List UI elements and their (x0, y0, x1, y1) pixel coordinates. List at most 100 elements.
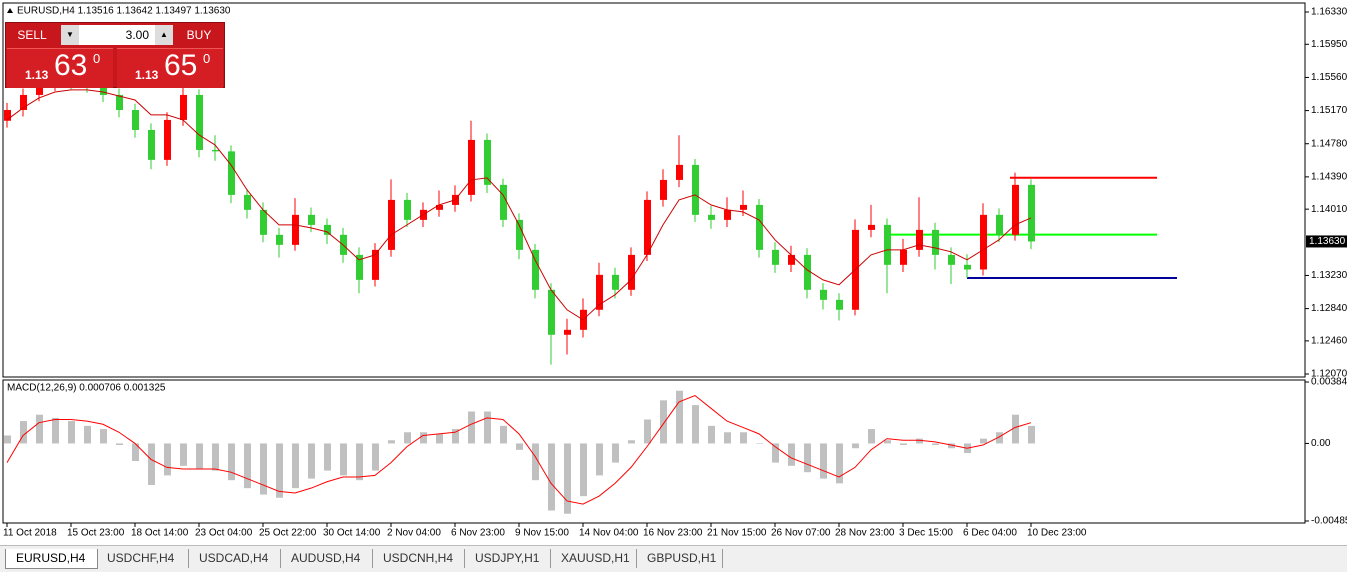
candle-body (148, 129, 155, 160)
decrease-button[interactable]: ▼ (61, 25, 79, 45)
macd-bar (676, 390, 683, 444)
candle-body (116, 94, 123, 110)
macd-bar (132, 443, 139, 462)
macd-bar (740, 432, 747, 444)
macd-bar (260, 443, 267, 495)
macd-bar (708, 425, 715, 444)
macd-bar (100, 429, 107, 444)
sell-button[interactable]: SELL (17, 28, 47, 42)
ask-price[interactable]: 1.13 65 0 (117, 48, 223, 88)
x-tick-label: 18 Oct 14:00 (131, 528, 189, 539)
x-tick-label: 11 Oct 2018 (3, 528, 57, 539)
macd-bar (948, 443, 955, 449)
candle-body (612, 274, 619, 290)
macd-bar (596, 443, 603, 476)
macd-bar (452, 429, 459, 444)
bid-price[interactable]: 1.13 63 0 (7, 48, 113, 88)
macd-bar (4, 435, 11, 444)
candle-body (804, 254, 811, 290)
candle-body (964, 264, 971, 270)
y-tick-label: 1.12840 (1311, 303, 1347, 314)
candle-body (660, 179, 667, 200)
candle-body (548, 289, 555, 335)
symbol-tab[interactable]: USDCNH,H4 (373, 549, 465, 568)
macd-bar (772, 443, 779, 463)
candle-body (788, 254, 795, 265)
increase-button[interactable]: ▲ (155, 25, 173, 45)
candle-body (132, 109, 139, 130)
symbol-tab[interactable]: EURUSD,H4 (5, 549, 98, 569)
macd-bar (612, 443, 619, 463)
macd-bar (372, 443, 379, 471)
x-tick-label: 6 Dec 04:00 (963, 528, 1017, 539)
macd-bar (68, 421, 75, 444)
macd-bar (420, 432, 427, 444)
x-tick-label: 23 Oct 04:00 (195, 528, 253, 539)
candle-body (724, 209, 731, 220)
ask-prefix: 1.13 (135, 68, 159, 82)
bid-prefix: 1.13 (25, 68, 49, 82)
candle-body (564, 329, 571, 335)
candle-body (884, 224, 891, 265)
lot-input[interactable]: ▼ 3.00 ▲ (61, 25, 173, 45)
macd-bar (340, 443, 347, 476)
x-tick-label: 2 Nov 04:00 (387, 528, 441, 539)
symbol-tab[interactable]: USDJPY,H1 (465, 549, 551, 568)
macd-bar (548, 443, 555, 511)
macd-bar (628, 440, 635, 444)
x-tick-label: 14 Nov 04:00 (579, 528, 639, 539)
macd-bar (116, 443, 123, 446)
x-tick-label: 28 Nov 23:00 (835, 528, 895, 539)
candle-body (900, 249, 907, 265)
macd-bar (932, 443, 939, 446)
candle-body (772, 249, 779, 265)
macd-bar (916, 438, 923, 444)
macd-bar (692, 405, 699, 444)
candle-body (276, 234, 283, 245)
macd-bar (180, 443, 187, 466)
x-tick-label: 16 Nov 23:00 (643, 528, 703, 539)
candle-body (324, 224, 331, 235)
macd-bar (324, 443, 331, 471)
buy-button[interactable]: BUY (186, 28, 212, 42)
signal-line (6, 394, 1032, 505)
collapse-icon[interactable] (7, 8, 13, 13)
x-tick-label: 6 Nov 23:00 (451, 528, 505, 539)
macd-bar (276, 443, 283, 498)
candle-body (228, 151, 235, 195)
macd-bar (196, 443, 203, 469)
candle-body (516, 219, 523, 250)
candle-body (356, 254, 363, 280)
macd-bar (436, 433, 443, 444)
macd-bar (1028, 425, 1035, 444)
candle-body (244, 194, 251, 210)
macd-bar (820, 443, 827, 479)
symbol-tab[interactable]: USDCAD,H4 (189, 549, 281, 568)
macd-bar (884, 440, 891, 444)
macd-bar (212, 443, 219, 471)
candle-body (708, 214, 715, 220)
macd-bar (788, 443, 795, 466)
macd-bar (484, 411, 491, 444)
candle-body (996, 214, 1003, 235)
one-click-panel: SELL ▼ 3.00 ▲ BUY 1.13 63 0 1.13 65 0 (5, 22, 225, 88)
x-tick-label: 21 Nov 15:00 (707, 528, 767, 539)
macd-panel (2, 379, 1306, 524)
candle-body (196, 94, 203, 150)
candle-body (1012, 184, 1019, 235)
symbol-tab[interactable]: XAUUSD,H1 (551, 549, 637, 568)
candle-body (740, 204, 747, 210)
symbol-tab[interactable]: GBPUSD,H1 (637, 549, 723, 568)
symbol-tab[interactable]: USDCHF,H4 (97, 549, 189, 568)
macd-bar (980, 438, 987, 444)
y-tick-label: 1.15560 (1311, 72, 1347, 83)
candle-body (100, 85, 107, 95)
lot-value: 3.00 (125, 28, 149, 42)
x-tick-label: 10 Dec 23:00 (1027, 528, 1087, 539)
candle-body (260, 209, 267, 235)
candle-body (484, 139, 491, 185)
candle-body (1028, 184, 1035, 242)
symbol-tab[interactable]: AUDUSD,H4 (281, 549, 373, 568)
y-tick-label: 1.15950 (1311, 39, 1347, 50)
